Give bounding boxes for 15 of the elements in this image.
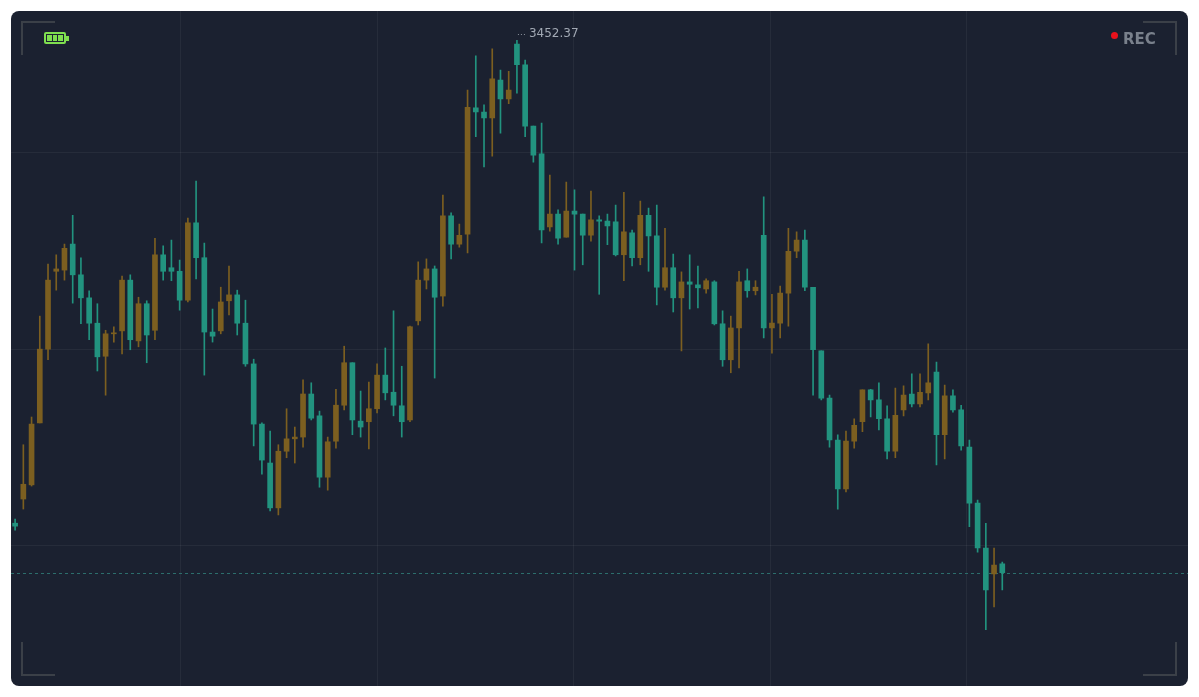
candlestick (226, 265, 232, 316)
candlestick (366, 381, 372, 450)
annotation: 3452.37 (528, 26, 579, 41)
candlestick (111, 326, 117, 343)
candlestick (686, 254, 693, 310)
candlestick (769, 293, 775, 354)
candlestick (991, 547, 997, 608)
candlestick (547, 174, 553, 232)
candlestick (12, 518, 18, 531)
candlestick (925, 343, 932, 401)
candlestick (695, 265, 701, 309)
text: REC (1123, 29, 1156, 49)
candlestick (481, 104, 487, 168)
candlestick (53, 254, 60, 291)
candlestick (398, 365, 405, 438)
